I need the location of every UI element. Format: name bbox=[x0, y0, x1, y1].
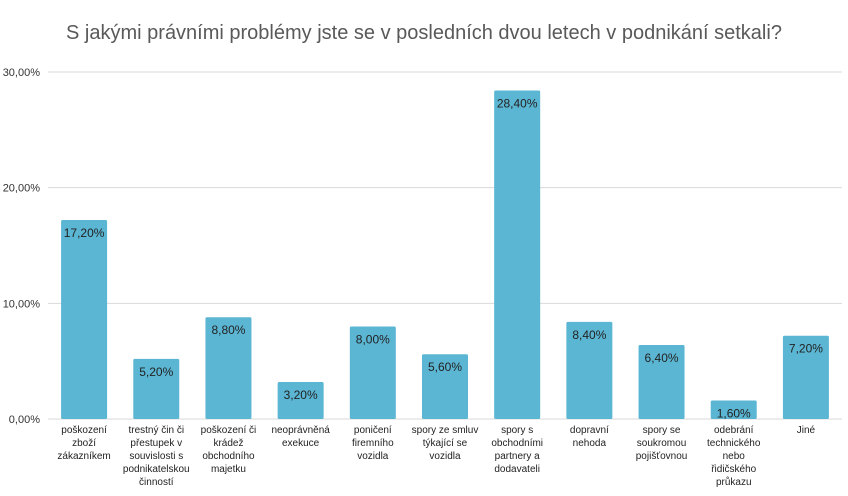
x-category-label-line: Jiné bbox=[797, 425, 816, 436]
x-category-label-line: neoprávněná bbox=[271, 425, 330, 436]
x-category-label-line: vozidla bbox=[357, 451, 389, 462]
x-category-label-line: spory ze smluv bbox=[412, 425, 479, 436]
x-category-label-line: dopravní bbox=[570, 425, 609, 436]
x-category-label-line: soukromou bbox=[637, 438, 686, 449]
x-category-label-line: týkající se bbox=[423, 438, 468, 449]
bar-value-label: 7,20% bbox=[789, 342, 823, 356]
x-category-label: odebrání technického nebo řidičského průkazu bbox=[707, 425, 761, 488]
x-category-label-line: trestný čin či bbox=[128, 425, 184, 436]
bar bbox=[782, 335, 829, 419]
x-category-label: dopravní nehoda bbox=[570, 425, 609, 449]
x-category-label: spory se soukromou pojišťovnou bbox=[636, 425, 688, 462]
y-tick-label: 30,00% bbox=[3, 67, 41, 79]
x-category-label: spory s obchodními partnery a dodavateli bbox=[491, 425, 543, 475]
x-category-label-line: nebo bbox=[723, 451, 746, 462]
bar-value-label: 5,60% bbox=[428, 360, 462, 374]
x-category-label-line: vozidla bbox=[429, 451, 461, 462]
x-category-label-line: firemního bbox=[352, 438, 394, 449]
bar bbox=[349, 326, 396, 419]
x-category-label: poničení firemního vozidla bbox=[352, 425, 394, 462]
x-category-label-line: zákazníkem bbox=[57, 451, 110, 462]
bar-value-label: 8,80% bbox=[211, 323, 245, 337]
y-tick-label: 10,00% bbox=[3, 298, 41, 310]
x-category-label-line: řidičského bbox=[711, 464, 756, 475]
x-category-label-line: dodavateli bbox=[494, 464, 540, 475]
x-category-label-line: poškození bbox=[61, 425, 107, 436]
y-tick-label: 20,00% bbox=[3, 183, 41, 195]
x-category-label-line: odebrání bbox=[714, 425, 754, 436]
bar-value-label: 8,00% bbox=[356, 332, 390, 346]
x-category-label-line: pojišťovnou bbox=[636, 451, 688, 462]
x-category-label-line: souvislosti s bbox=[129, 451, 183, 462]
x-category-label-line: technického bbox=[707, 438, 761, 449]
bar bbox=[277, 381, 324, 419]
bar-value-label: 6,40% bbox=[645, 351, 679, 365]
bar-value-label: 5,20% bbox=[139, 365, 173, 379]
bar-value-label: 17,20% bbox=[64, 226, 105, 240]
bar-value-label: 3,20% bbox=[284, 388, 318, 402]
x-category-label-line: exekuce bbox=[282, 438, 320, 449]
x-category-label-line: partnery a bbox=[495, 451, 540, 462]
x-category-label-line: poničení bbox=[354, 425, 392, 436]
bar bbox=[566, 321, 613, 419]
x-category-label: poškození zboží zákazníkem bbox=[57, 425, 110, 462]
x-category-label-line: obchodního bbox=[202, 451, 255, 462]
x-category-label: trestný čin či přestupek v souvislosti s po… bbox=[123, 425, 190, 488]
bar bbox=[422, 354, 468, 419]
bar-value-label: 28,40% bbox=[497, 97, 538, 111]
x-category-label-line: poškození či bbox=[201, 425, 257, 436]
bar bbox=[494, 90, 541, 420]
x-category-label-line: spory se bbox=[643, 425, 681, 436]
bar bbox=[638, 344, 685, 419]
x-category-label: Jiné bbox=[797, 425, 816, 436]
chart-title: S jakými právními problémy jste se v pos… bbox=[66, 22, 782, 44]
bar-value-label: 1,60% bbox=[717, 406, 751, 420]
x-category-label-line: spory s bbox=[501, 425, 533, 436]
x-category-label-line: nehoda bbox=[573, 438, 607, 449]
bar bbox=[61, 220, 108, 419]
x-category-label-line: majetku bbox=[211, 464, 246, 475]
x-category-label-line: podnikatelskou bbox=[123, 464, 190, 475]
x-category-label: spory ze smluv týkající se vozidla bbox=[412, 425, 479, 462]
x-category-label-line: průkazu bbox=[716, 476, 752, 488]
bar bbox=[710, 400, 757, 419]
x-category-label-line: obchodními bbox=[491, 438, 543, 449]
y-tick-label: 0,00% bbox=[9, 414, 40, 426]
x-category-label-line: krádež bbox=[213, 438, 243, 449]
x-category-label: neoprávněná exekuce bbox=[271, 425, 330, 449]
x-category-label-line: přestupek v bbox=[130, 438, 182, 449]
x-category-label: poškození či krádež obchodního majetku bbox=[201, 425, 257, 475]
x-category-label-line: zboží bbox=[72, 438, 96, 449]
bar bbox=[133, 358, 180, 419]
bar bbox=[205, 317, 252, 419]
bar-value-label: 8,40% bbox=[572, 328, 606, 342]
x-category-label-line: činností bbox=[139, 477, 174, 488]
